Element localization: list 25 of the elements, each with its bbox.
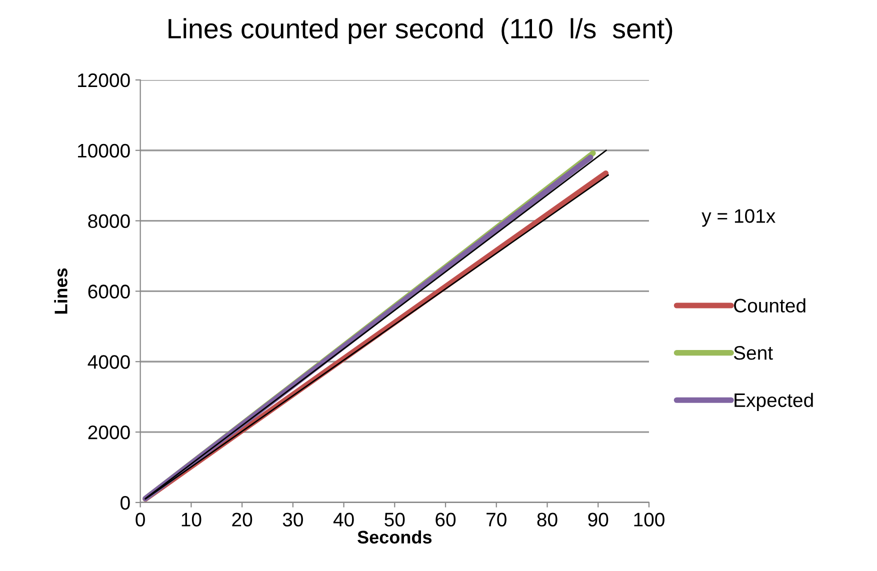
x-tick-label: 80 [537, 512, 558, 526]
x-tick-label: 40 [333, 512, 354, 526]
y-tick-label: 12000 [78, 73, 130, 88]
y-tick-label: 0 [120, 496, 130, 510]
x-tick-label: 100 [634, 512, 664, 526]
y-tick-label: 10000 [78, 144, 130, 158]
legend-label: Counted [734, 298, 806, 313]
x-tick-label: 30 [282, 512, 303, 526]
y-axis-title: Lines [54, 268, 68, 314]
y-tick-label: 4000 [88, 355, 130, 369]
legend-label: Expected [734, 392, 813, 411]
chart-title: Lines counted per second (110 l/s sent) [168, 18, 672, 44]
x-tick-label: 70 [486, 512, 506, 526]
x-tick-label: 50 [384, 512, 405, 526]
legend-label: Sent [734, 346, 773, 360]
x-tick-label: 60 [436, 512, 456, 526]
x-tick-label: 10 [182, 512, 202, 526]
x-tick-label: 90 [588, 512, 608, 526]
text: y = 101x [702, 209, 776, 227]
y-tick-label: 6000 [88, 284, 130, 298]
y-tick-label: 8000 [88, 214, 130, 228]
x-tick-label: 20 [232, 512, 252, 526]
y-tick-label: 2000 [88, 426, 130, 440]
x-axis-title: Seconds [358, 530, 432, 544]
x-tick-label: 0 [136, 512, 145, 526]
